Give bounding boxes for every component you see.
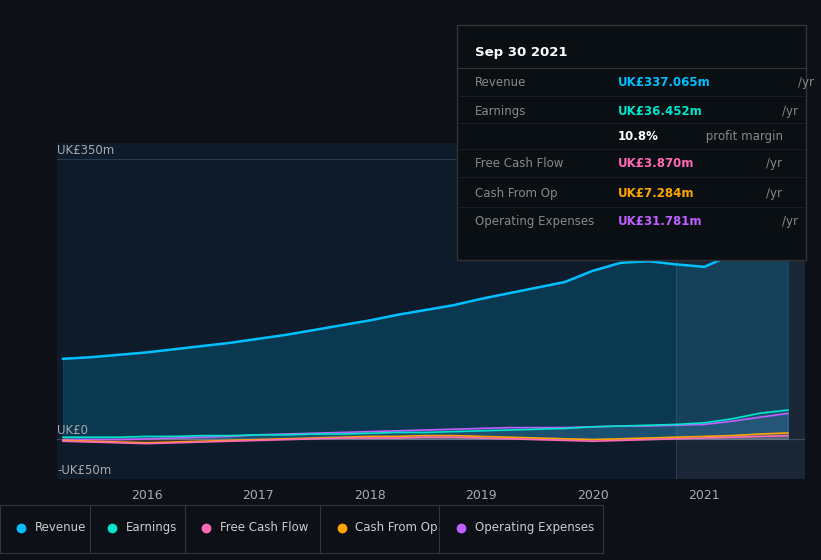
Text: /yr: /yr xyxy=(782,215,798,228)
Text: Revenue: Revenue xyxy=(475,76,526,90)
Text: /yr: /yr xyxy=(782,105,798,118)
Bar xyxy=(677,143,805,479)
Text: UK£337.065m: UK£337.065m xyxy=(618,76,710,90)
FancyBboxPatch shape xyxy=(457,25,806,260)
FancyBboxPatch shape xyxy=(90,505,193,553)
Text: Operating Expenses: Operating Expenses xyxy=(475,215,594,228)
FancyBboxPatch shape xyxy=(185,505,328,553)
FancyBboxPatch shape xyxy=(439,505,603,553)
Text: /yr: /yr xyxy=(766,187,782,200)
Text: 10.8%: 10.8% xyxy=(618,130,658,143)
Text: Cash From Op: Cash From Op xyxy=(355,521,438,534)
FancyBboxPatch shape xyxy=(0,505,99,553)
Text: /yr: /yr xyxy=(766,157,782,170)
Text: UK£36.452m: UK£36.452m xyxy=(618,105,703,118)
Text: UK£31.781m: UK£31.781m xyxy=(618,215,702,228)
Text: UK£350m: UK£350m xyxy=(57,144,115,157)
Text: -UK£50m: -UK£50m xyxy=(57,464,112,477)
Text: Free Cash Flow: Free Cash Flow xyxy=(475,157,563,170)
Text: /yr: /yr xyxy=(798,76,814,90)
Text: Operating Expenses: Operating Expenses xyxy=(475,521,594,534)
Text: UK£7.284m: UK£7.284m xyxy=(618,187,695,200)
Text: Free Cash Flow: Free Cash Flow xyxy=(220,521,309,534)
Text: profit margin: profit margin xyxy=(701,130,782,143)
Text: Earnings: Earnings xyxy=(126,521,177,534)
Text: UK£3.870m: UK£3.870m xyxy=(618,157,695,170)
Text: Sep 30 2021: Sep 30 2021 xyxy=(475,46,567,59)
Text: Cash From Op: Cash From Op xyxy=(475,187,557,200)
Text: UK£0: UK£0 xyxy=(57,424,89,437)
FancyBboxPatch shape xyxy=(320,505,447,553)
Text: Earnings: Earnings xyxy=(475,105,526,118)
Text: Revenue: Revenue xyxy=(35,521,87,534)
